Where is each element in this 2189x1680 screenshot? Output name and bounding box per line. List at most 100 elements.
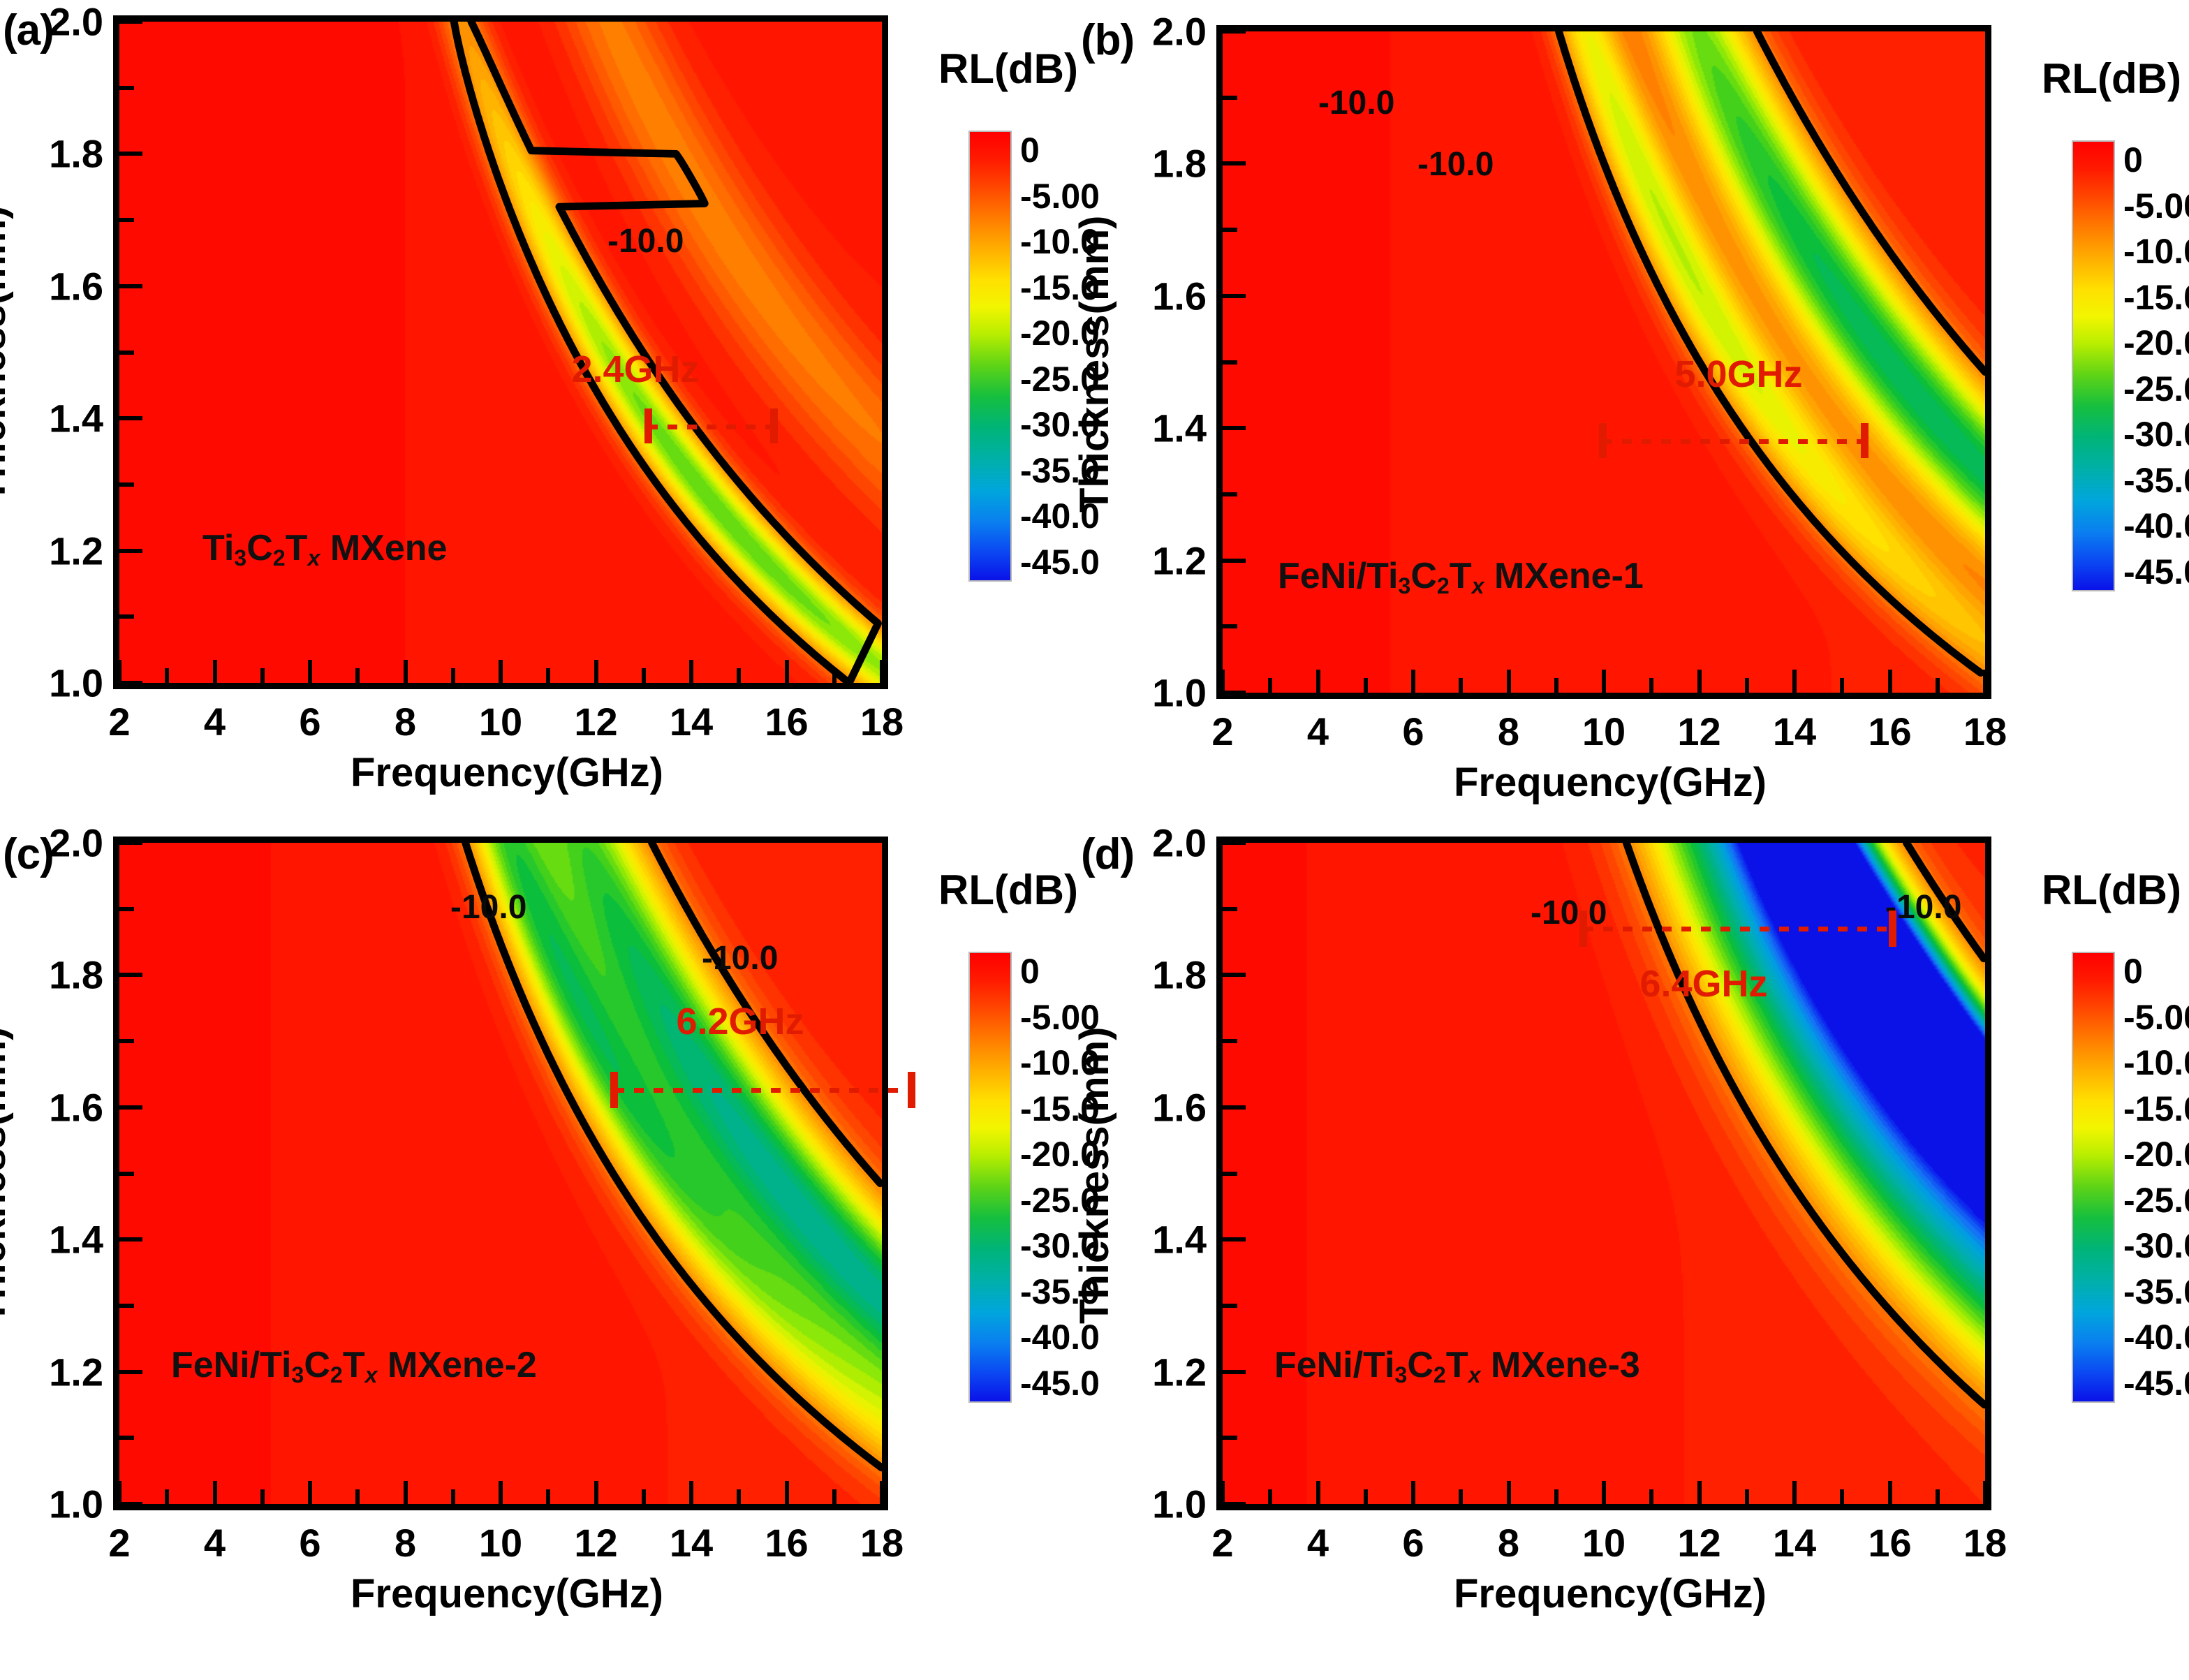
y-minor-tick-d-0 [1223,1436,1237,1440]
x-major-tick-a-2 [308,660,312,683]
x-major-tick-d-0 [1221,1481,1225,1504]
colorbar-title-a: RL(dB) [938,45,1078,92]
x-tick-label-d-1: 4 [1306,1521,1329,1565]
x-minor-tick-c-6 [737,1489,742,1504]
y-tick-label-c-2: 1.4 [49,1217,103,1262]
x-minor-tick-a-0 [165,668,170,683]
colorbar-tick-d-0: 0 [2123,952,2143,991]
panel-b-contour-label-2: -10.0 [1417,146,1494,183]
x-minor-tick-b-5 [1744,678,1749,693]
panel-c-contour-label-1: -10.0 [450,889,527,926]
x-major-tick-a-1 [212,660,217,683]
colorbar-tick-a-7: -35.0 [1020,450,1100,490]
x-tick-label-b-8: 18 [1963,709,2007,753]
x-tick-label-c-0: 2 [108,1521,131,1565]
y-major-tick-a-2 [119,416,142,421]
colorbar-tick-a-1: -5.00 [1020,176,1100,216]
x-minor-tick-d-5 [1744,1489,1749,1504]
colorbar-tick-b-5: -25.0 [2123,369,2189,408]
x-major-tick-c-7 [784,1481,789,1504]
panel-b-letter: (b) [1081,16,1135,64]
y-major-tick-b-1 [1223,558,1246,563]
colorbar-tick-a-8: -40.0 [1020,496,1100,536]
panel-a-contour-line [450,22,882,683]
x-minor-tick-b-2 [1459,678,1464,693]
x-major-tick-d-5 [1697,1481,1702,1504]
x-minor-tick-c-1 [260,1489,265,1504]
colorbar-tick-d-5: -25.0 [2123,1180,2189,1220]
panel-b-bandwidth-cap-left [1599,423,1607,458]
colorbar-title-c: RL(dB) [938,867,1078,913]
y-minor-tick-d-3 [1223,1039,1237,1044]
y-tick-label-a-4: 1.8 [49,131,103,176]
colorbar-tick-c-1: -5.00 [1020,997,1100,1037]
panel-a-heatmap [119,22,882,683]
contour-10db-line [1753,31,1985,376]
x-minor-tick-b-6 [1840,678,1845,693]
x-axis-title-a: Frequency(GHz) [351,750,663,795]
x-minor-tick-c-0 [165,1489,170,1504]
x-minor-tick-a-6 [737,668,742,683]
panel-c-bandwidth-bar [614,1088,911,1093]
panel-d-contour-label-2: -10.0 [1885,889,1962,926]
y-tick-label-b-3: 1.6 [1152,274,1207,318]
colorbar-tick-c-7: -35.0 [1020,1272,1100,1311]
y-minor-tick-c-0 [119,1436,134,1440]
x-major-tick-c-5 [594,1481,598,1504]
x-major-tick-a-4 [499,660,503,683]
x-tick-label-d-7: 16 [1868,1521,1912,1565]
y-minor-tick-c-3 [119,1039,134,1044]
x-minor-tick-c-4 [546,1489,551,1504]
panel-a-plot-area [113,15,888,689]
x-major-tick-d-1 [1315,1481,1320,1504]
x-major-tick-d-8 [1983,1481,1987,1504]
x-major-tick-a-5 [594,660,598,683]
y-tick-label-c-3: 1.6 [49,1085,103,1130]
x-minor-tick-a-7 [832,668,836,683]
y-tick-label-d-5: 2.0 [1152,820,1207,865]
x-major-tick-d-7 [1887,1481,1892,1504]
panel-a-sample-label: Ti3C2Tx MXene [202,528,448,571]
panel-c-contour-label-2: -10.0 [702,940,779,977]
colorbar-tick-b-8: -40.0 [2123,506,2189,546]
y-tick-label-b-5: 2.0 [1152,9,1207,54]
x-minor-tick-d-4 [1649,1489,1654,1504]
y-tick-label-d-2: 1.4 [1152,1217,1207,1262]
panel-d-bandwidth-bar [1584,927,1892,931]
colorbar-a [968,131,1012,582]
x-tick-label-d-8: 18 [1963,1521,2007,1565]
y-tick-label-d-3: 1.6 [1152,1085,1207,1130]
y-tick-label-d-0: 1.0 [1152,1482,1207,1526]
y-minor-tick-a-2 [119,350,134,355]
x-tick-label-a-5: 12 [574,700,618,744]
y-major-tick-b-3 [1223,293,1246,298]
x-tick-label-b-4: 10 [1582,709,1626,753]
y-tick-label-b-4: 1.8 [1152,141,1207,186]
panel-c-sample-label: FeNi/Ti3C2Tx MXene-2 [171,1345,537,1388]
y-minor-tick-a-0 [119,614,134,619]
panel-a-bandwidth-cap-right [770,408,778,443]
y-minor-tick-a-3 [119,218,134,223]
x-tick-label-b-7: 16 [1868,709,1912,753]
colorbar-title-b: RL(dB) [2042,55,2181,102]
x-tick-label-a-7: 16 [765,700,809,744]
x-tick-label-c-4: 10 [478,1521,523,1565]
y-minor-tick-b-4 [1223,95,1237,100]
colorbar-tick-d-8: -40.0 [2123,1318,2189,1357]
colorbar-tick-d-6: -30.0 [2123,1226,2189,1266]
panel-b-contour-label-1: -10.0 [1318,84,1395,121]
x-tick-label-a-6: 14 [669,700,714,744]
y-minor-tick-c-4 [119,906,134,911]
y-minor-tick-b-1 [1223,492,1237,496]
x-minor-tick-d-0 [1268,1489,1273,1504]
y-major-tick-d-2 [1223,1237,1246,1242]
y-major-tick-b-5 [1223,29,1246,34]
x-tick-label-a-1: 4 [203,700,226,744]
y-major-tick-d-5 [1223,841,1246,845]
panel-a-bandwidth-cap-left [644,408,652,443]
colorbar-tick-c-5: -25.0 [1020,1180,1100,1220]
colorbar-tick-b-2: -10.0 [2123,232,2189,272]
y-major-tick-c-3 [119,1105,142,1110]
y-tick-label-b-2: 1.4 [1152,406,1207,450]
y-minor-tick-c-2 [119,1171,134,1176]
